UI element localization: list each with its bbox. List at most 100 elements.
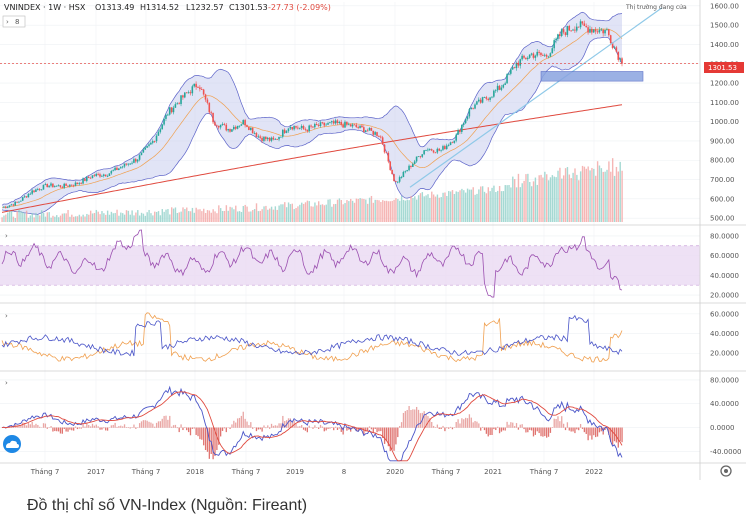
candle-body — [606, 29, 608, 31]
cloud-logo-icon[interactable] — [3, 435, 21, 453]
candle-body — [140, 152, 143, 156]
volume-bar — [517, 173, 520, 222]
candle-body — [214, 122, 216, 126]
volume-bar — [282, 204, 284, 222]
volume-bar — [197, 209, 199, 222]
macd-histogram-bar — [346, 427, 348, 431]
volume-bar — [611, 158, 614, 222]
y-tick-label: 900.00 — [710, 137, 735, 145]
market-status-note: Thị trường đang cửa — [625, 4, 687, 11]
adx-pane[interactable] — [1, 312, 623, 363]
volume-bar — [97, 211, 99, 222]
candle-body — [193, 83, 196, 87]
expand-adx-icon[interactable]: › — [5, 312, 8, 320]
macd-histogram-bar — [278, 423, 280, 428]
candle-body — [547, 56, 550, 58]
macd-histogram-bar — [436, 424, 439, 428]
candle-body — [187, 92, 190, 94]
volume-bar — [327, 199, 329, 222]
pane-toggle-box[interactable] — [2, 15, 26, 28]
candle-body — [570, 30, 572, 32]
volume-bar — [18, 210, 20, 222]
macd-histogram-bar — [434, 427, 437, 428]
volume-bar — [169, 214, 171, 222]
macd-histogram-bar — [235, 422, 237, 428]
candle-body — [10, 204, 13, 206]
macd-histogram-bar — [216, 427, 218, 451]
candle-body — [3, 206, 5, 208]
candle-body — [327, 123, 329, 125]
macd-histogram-bar — [135, 427, 137, 429]
volume-bar — [63, 213, 65, 222]
volume-bar — [410, 195, 412, 222]
volume-bar — [544, 171, 546, 222]
candle-body — [577, 26, 580, 28]
adx-blue-line — [1, 314, 623, 357]
macd-histogram-bar — [502, 427, 504, 431]
expand-rsi-icon[interactable]: › — [5, 232, 8, 240]
volume-bar — [10, 210, 13, 222]
macd-histogram-bar — [497, 426, 499, 428]
macd-histogram-bar — [485, 427, 488, 434]
macd-histogram-bar — [448, 427, 450, 429]
candle-body — [155, 135, 158, 142]
macd-pane[interactable] — [1, 385, 623, 462]
macd-histogram-bar — [615, 427, 618, 443]
candle-body — [383, 144, 386, 153]
rsi-pane[interactable] — [0, 229, 700, 298]
pane-toggle-main[interactable]: › 8 — [2, 15, 26, 28]
volume-bar — [103, 213, 105, 222]
bollinger-mid-line — [1, 28, 623, 208]
macd-histogram-bar — [204, 427, 207, 451]
candle-body — [183, 92, 186, 98]
y-tick-label: 600.00 — [710, 195, 735, 203]
candle-body — [91, 175, 94, 179]
volume-bar — [44, 216, 47, 222]
volume-bar — [400, 195, 403, 222]
volume-bar — [80, 216, 82, 222]
volume-bar — [485, 193, 488, 222]
volume-bar — [116, 209, 118, 222]
candle-body — [52, 183, 54, 188]
macd-histogram-bar — [86, 422, 88, 428]
volume-bar — [276, 209, 278, 222]
macd-histogram-bar — [457, 419, 459, 428]
volume-bar — [391, 200, 393, 222]
volume-bar — [314, 202, 316, 222]
candle-body — [325, 124, 327, 126]
macd-histogram-bar — [89, 426, 92, 428]
volume-bar — [417, 195, 420, 222]
candle-body — [494, 90, 497, 92]
volume-bar — [385, 200, 388, 222]
chart-svg[interactable]: 500.00 600.00 700.00 800.00 900.00 1000.00 110… — [0, 0, 746, 480]
candle-body — [312, 126, 314, 128]
volume-bar — [368, 197, 371, 222]
macd-histogram-bar — [440, 427, 442, 429]
candle-body — [6, 206, 9, 208]
macd-histogram-bar — [557, 416, 559, 428]
macd-histogram-bar — [342, 427, 344, 435]
volume-bar — [519, 187, 522, 222]
volume-bar — [208, 210, 211, 222]
candle-body — [42, 184, 45, 190]
macd-histogram-bar — [236, 418, 239, 428]
volume-bar — [12, 216, 15, 222]
volume-bar — [54, 216, 56, 222]
candle-body — [351, 124, 354, 127]
macd-histogram-bar — [163, 415, 165, 428]
volume-bar — [440, 197, 442, 222]
candle-body — [281, 129, 284, 137]
volume-bar — [20, 211, 22, 222]
main-price-pane[interactable] — [0, 7, 700, 222]
candle-body — [97, 173, 99, 175]
candle-body — [564, 32, 567, 35]
settings-gear-icon[interactable] — [720, 465, 732, 477]
expand-macd-icon[interactable]: › — [5, 379, 8, 387]
candle-body — [538, 51, 540, 53]
y-tick-label: 20.0000 — [710, 292, 739, 300]
candle-body — [144, 147, 147, 150]
chart-frame[interactable]: 500.00 600.00 700.00 800.00 900.00 1000.00 110… — [0, 0, 746, 480]
candle-body — [168, 107, 171, 115]
volume-bar — [402, 199, 405, 222]
candle-body — [387, 152, 390, 162]
